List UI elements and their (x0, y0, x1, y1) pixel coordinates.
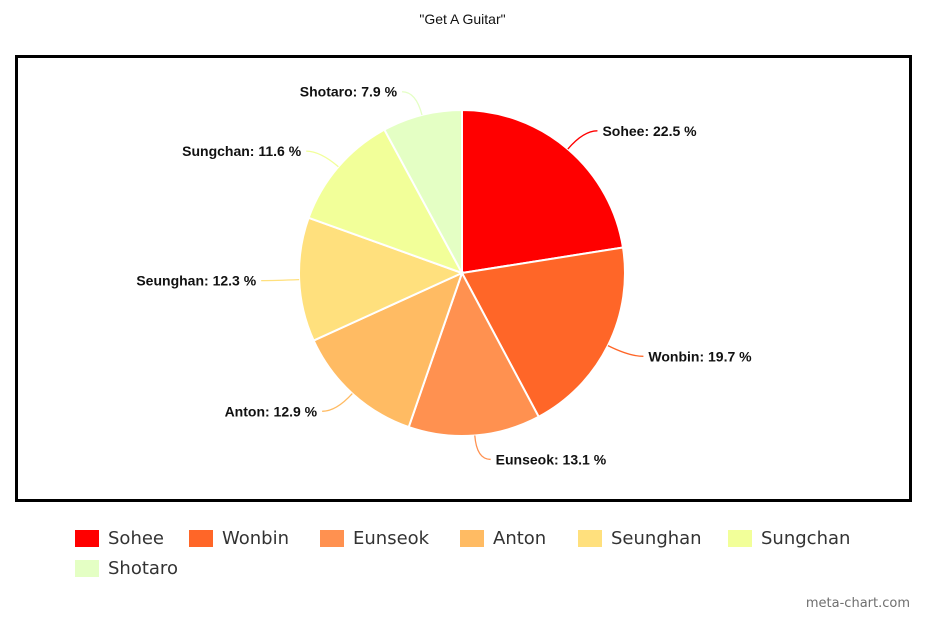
data-label-anton: Anton: 12.9 % (225, 403, 318, 419)
data-label-sungchan: Sungchan: 11.6 % (182, 143, 302, 159)
leader-line-shotaro (402, 91, 423, 116)
legend-swatch (75, 559, 99, 577)
data-label-wonbin: Wonbin: 19.7 % (648, 348, 752, 364)
legend-item-eunseok[interactable]: Eunseok (320, 527, 429, 549)
legend-label: Shotaro (108, 557, 178, 579)
legend-label: Seunghan (611, 527, 702, 549)
legend-swatch (460, 529, 484, 547)
leader-line-wonbin (607, 345, 644, 357)
pie-slice-wonbin (460, 246, 626, 419)
leader-line-anton (322, 393, 353, 412)
legend-label: Wonbin (222, 527, 289, 549)
leader-line-sohee (567, 130, 598, 150)
chart-title: "Get A Guitar" (419, 11, 506, 27)
leader-line-seunghan (261, 279, 300, 282)
legend-label: Eunseok (353, 527, 430, 549)
legend-item-anton[interactable]: Anton (460, 527, 546, 549)
legend-label: Sohee (108, 527, 164, 549)
legend-item-shotaro[interactable]: Shotaro (75, 557, 178, 579)
leader-line-eunseok (474, 435, 491, 461)
pie-slice-anton (312, 271, 464, 429)
legend-swatch (320, 529, 344, 547)
legend-swatch (578, 529, 602, 547)
legend-swatch (75, 529, 99, 547)
pie-slice-eunseok (407, 270, 541, 437)
legend-label: Sungchan (761, 527, 851, 549)
legend-item-seunghan[interactable]: Seunghan (578, 527, 702, 549)
pie-slice-shotaro (383, 108, 463, 274)
watermark: meta-chart.com (805, 596, 910, 611)
legend-swatch (189, 529, 213, 547)
legend-item-wonbin[interactable]: Wonbin (189, 527, 289, 549)
legend-label: Anton (493, 527, 547, 549)
data-label-seunghan: Seunghan: 12.3 % (136, 273, 256, 289)
data-label-shotaro: Shotaro: 7.9 % (300, 84, 398, 100)
pie-slice-sohee (461, 108, 625, 275)
legend-swatch (728, 529, 752, 547)
leader-line-sungchan (306, 150, 339, 168)
legend-item-sohee[interactable]: Sohee (75, 527, 164, 549)
legend-item-sungchan[interactable]: Sungchan (728, 527, 850, 549)
data-label-sohee: Sohee: 22.5 % (602, 123, 697, 139)
data-label-eunseok: Eunseok: 13.1 % (496, 451, 607, 467)
